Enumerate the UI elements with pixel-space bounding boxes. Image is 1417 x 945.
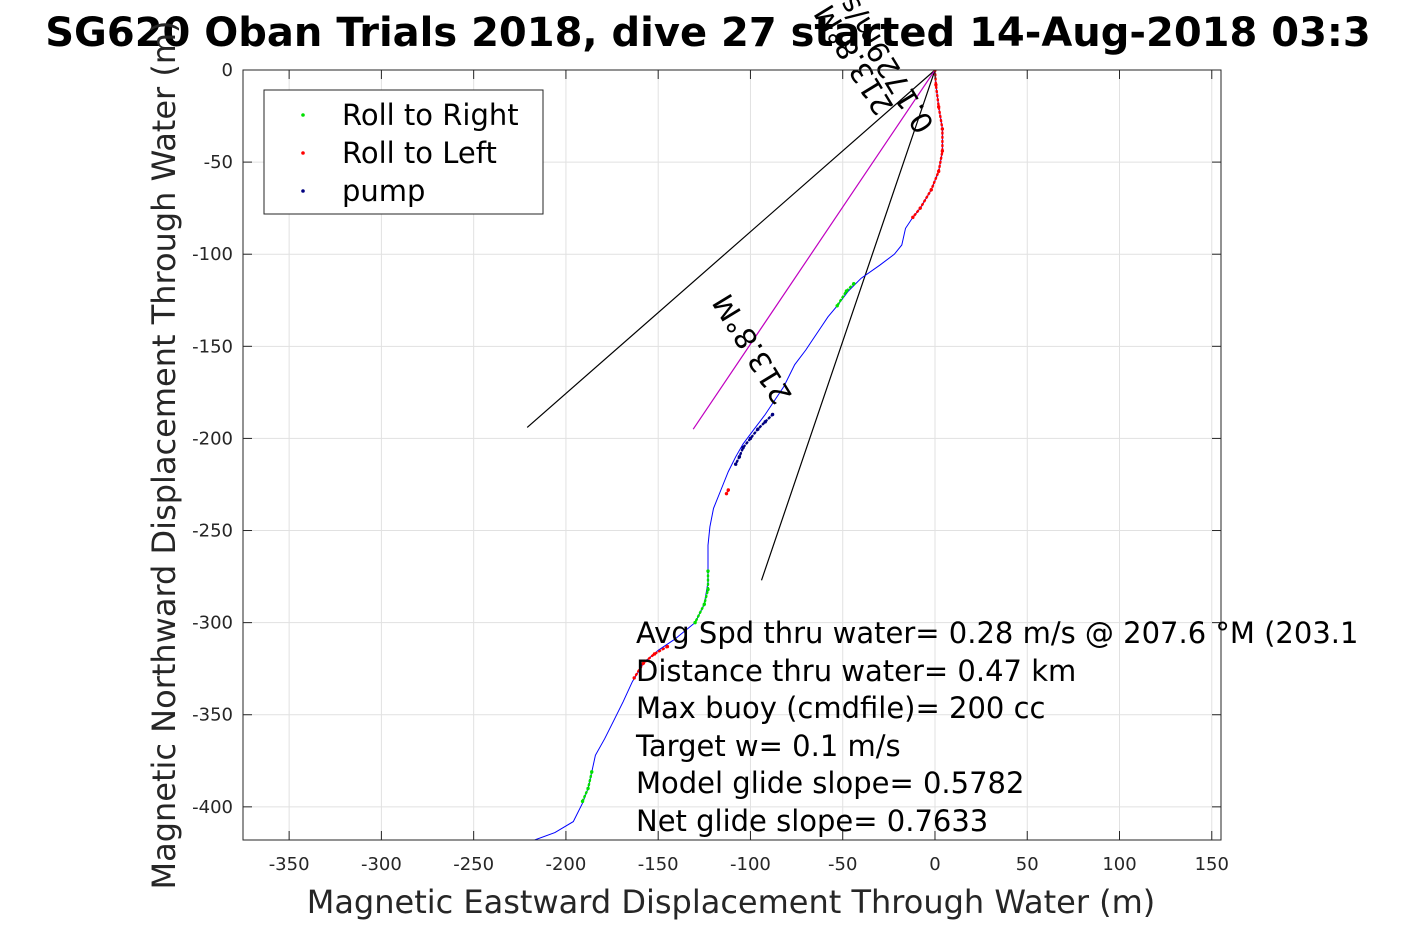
plot-contents (526, 70, 945, 840)
info-avg-speed: Avg Spd thru water= 0.28 m/s @ 207.6 °M … (636, 616, 1358, 650)
legend-marker-roll-left (301, 151, 305, 155)
info-net-glide: Net glide slope= 0.7633 (636, 804, 988, 838)
y-tick-label: -350 (192, 705, 233, 726)
x-tick-label: -200 (545, 854, 586, 875)
y-tick-label: 0 (222, 60, 233, 81)
info-model-glide: Model glide slope= 0.5782 (636, 766, 1024, 800)
info-block: Avg Spd thru water= 0.28 m/s @ 207.6 °M … (635, 616, 1358, 838)
marker-run-roll-right (693, 569, 710, 624)
legend: Roll to Right Roll to Left pump (263, 89, 544, 215)
y-tick-label: -400 (192, 797, 233, 818)
marker-point-roll-right (586, 786, 590, 791)
legend-box (263, 89, 544, 215)
marker-point-pump (737, 455, 742, 459)
heading-line-layer (692, 70, 936, 430)
legend-label-roll-right: Roll to Right (342, 98, 519, 132)
marker-point-pump (770, 412, 775, 417)
y-tick-label: -100 (192, 244, 233, 265)
x-axis-label: Magnetic Eastward Displacement Through W… (307, 883, 1156, 921)
x-tick-label: -50 (828, 854, 857, 875)
info-max-buoy: Max buoy (cmdfile)= 200 cc (636, 691, 1045, 725)
marker-point-pump (756, 427, 760, 431)
x-tick-label: 150 (1195, 854, 1229, 875)
marker-point-roll-left (918, 206, 922, 210)
legend-marker-roll-right (301, 113, 305, 117)
x-tick-label: -100 (730, 854, 771, 875)
axes-box (242, 69, 1222, 841)
marker-point-pump (748, 436, 753, 441)
x-tick-label: 100 (1102, 854, 1136, 875)
marker-point-roll-right (590, 770, 594, 774)
marker-point-roll-right (706, 587, 710, 592)
tick-marks (243, 69, 1221, 840)
info-distance: Distance thru water= 0.47 km (636, 654, 1076, 688)
marker-point-roll-left (936, 105, 941, 109)
marker-point-roll-left (652, 652, 657, 656)
marker-point-roll-right (706, 569, 710, 573)
y-tick-label: -200 (192, 428, 233, 449)
marker-point-roll-right (844, 289, 849, 293)
marker-point-roll-left (934, 83, 938, 87)
y-tick-label: -250 (192, 521, 233, 542)
y-axis-label: Magnetic Northward Displacement Through … (145, 20, 183, 889)
marker-point-roll-left (665, 644, 670, 649)
marker-point-roll-left (632, 676, 636, 680)
cone-line (760, 70, 936, 581)
tick-labels: -350 -300 -250 -200 -150 -100 -50 0 50 100 150 0 -50… (192, 60, 1229, 875)
marker-point-pump (763, 420, 767, 424)
marker-point-roll-right (835, 304, 839, 308)
info-target-w: Target w= 0.1 m/s (635, 729, 901, 763)
x-tick-label: -350 (269, 854, 310, 875)
marker-point-roll-left (911, 215, 915, 220)
marker-point-roll-left (641, 661, 646, 665)
marker-point-roll-right (852, 281, 856, 286)
marker-run-roll-left (633, 645, 669, 680)
legend-label-roll-left: Roll to Left (342, 136, 497, 170)
marker-point-roll-left (936, 169, 941, 174)
y-tick-label: -50 (204, 152, 233, 173)
cone-lines (526, 70, 936, 581)
x-tick-label: 0 (929, 854, 940, 875)
marker-point-roll-right (580, 799, 585, 804)
marker-point-roll-right (693, 620, 697, 625)
marker-point-roll-right (702, 602, 707, 606)
heading-line (692, 70, 936, 430)
marker-point-roll-left (726, 488, 731, 492)
marker-layer (580, 70, 945, 804)
marker-point-roll-left (724, 491, 729, 496)
legend-label-pump: pump (342, 174, 425, 208)
chart-title: SG620 Oban Trials 2018, dive 27 started … (45, 10, 1371, 56)
marker-point-pump (733, 462, 738, 466)
x-tick-label: -300 (361, 854, 402, 875)
legend-marker-pump (301, 189, 305, 193)
y-tick-label: -300 (192, 613, 233, 634)
cone-line (526, 70, 936, 428)
x-tick-label: 50 (1016, 854, 1039, 875)
marker-point-roll-left (940, 149, 945, 153)
x-tick-label: -150 (638, 854, 679, 875)
marker-point-roll-left (940, 127, 945, 131)
x-tick-label: -250 (453, 854, 494, 875)
marker-point-pump (741, 445, 745, 450)
y-tick-label: -150 (192, 336, 233, 357)
marker-point-roll-left (929, 188, 933, 192)
